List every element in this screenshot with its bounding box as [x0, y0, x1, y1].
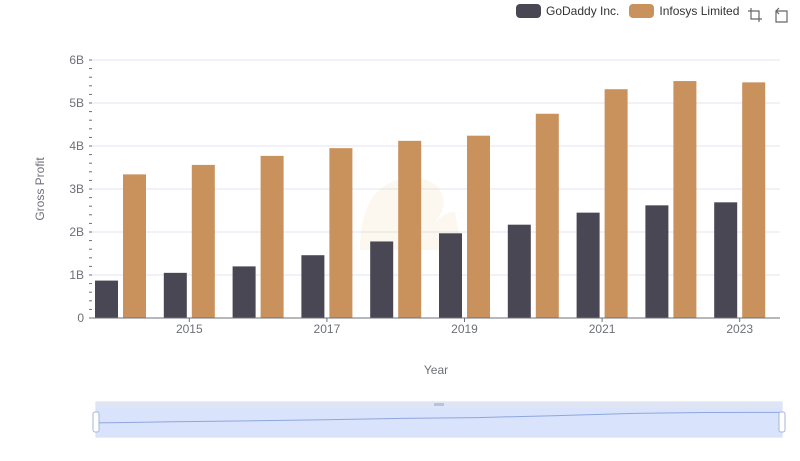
y-tick-label: 1B [69, 268, 84, 282]
zoom-reset-icon[interactable] [772, 6, 790, 24]
legend-label-godaddy: GoDaddy Inc. [546, 4, 620, 18]
bar-godaddy-2015[interactable] [163, 272, 187, 318]
bar-infosys-2019[interactable] [467, 135, 490, 318]
bar-godaddy-2023[interactable] [714, 202, 738, 318]
y-tick-label: 0 [77, 311, 84, 325]
x-tick-label: 2017 [314, 322, 341, 336]
y-tick-label: 6B [69, 53, 84, 67]
bar-godaddy-2017[interactable] [301, 255, 325, 318]
data-zoom-selection[interactable] [96, 408, 782, 437]
x-tick-label: 2023 [726, 322, 753, 336]
bar-godaddy-2020[interactable] [507, 224, 531, 318]
bar-infosys-2023[interactable] [742, 82, 766, 318]
legend-label-infosys: Infosys Limited [659, 4, 740, 18]
bar-infosys-2020[interactable] [535, 113, 559, 318]
zoom-icon[interactable] [746, 6, 764, 24]
axes: 0 1B 2B 3B 4B 5B 6B 2015 2017 2019 2021 2023 [69, 53, 780, 336]
bar-godaddy-2018[interactable] [370, 241, 394, 318]
x-tick-label: 2019 [451, 322, 478, 336]
x-tick-label: 2021 [589, 322, 616, 336]
legend-swatch-infosys [629, 4, 655, 18]
bar-infosys-2016[interactable] [260, 155, 284, 318]
bar-infosys-2022[interactable] [673, 81, 697, 318]
y-tick-label: 3B [69, 182, 84, 196]
x-axis-title: Year [424, 363, 448, 377]
legend-swatch-godaddy [516, 4, 541, 18]
bar-godaddy-2014[interactable] [95, 280, 118, 318]
bar-godaddy-2021[interactable] [576, 212, 600, 318]
data-zoom-slider[interactable] [92, 401, 786, 438]
data-zoom-move-handle[interactable] [434, 403, 444, 406]
y-axis-title: Gross Profit [33, 157, 47, 221]
bar-infosys-2017[interactable] [329, 148, 353, 318]
legend-item-infosys[interactable]: Infosys Limited [629, 4, 739, 18]
bars [95, 81, 766, 319]
data-zoom-right-handle[interactable] [778, 411, 786, 433]
bar-infosys-2021[interactable] [604, 89, 628, 319]
bar-godaddy-2019[interactable] [439, 233, 462, 318]
y-tick-label: 4B [69, 139, 84, 153]
bar-infosys-2018[interactable] [398, 140, 422, 318]
legend-item-godaddy[interactable]: GoDaddy Inc. [516, 4, 619, 18]
y-tick-label: 5B [69, 96, 84, 110]
data-zoom-preview-line [95, 411, 783, 424]
x-tick-label: 2015 [176, 322, 203, 336]
chart-legend: GoDaddy Inc. Infosys Limited [516, 4, 739, 18]
bar-infosys-2015[interactable] [191, 164, 215, 318]
bar-godaddy-2022[interactable] [645, 205, 669, 318]
data-zoom-left-handle[interactable] [92, 411, 100, 433]
bar-infosys-2014[interactable] [123, 174, 146, 318]
chart-toolbox [746, 6, 790, 24]
bar-godaddy-2016[interactable] [232, 266, 256, 318]
y-tick-label: 2B [69, 225, 84, 239]
